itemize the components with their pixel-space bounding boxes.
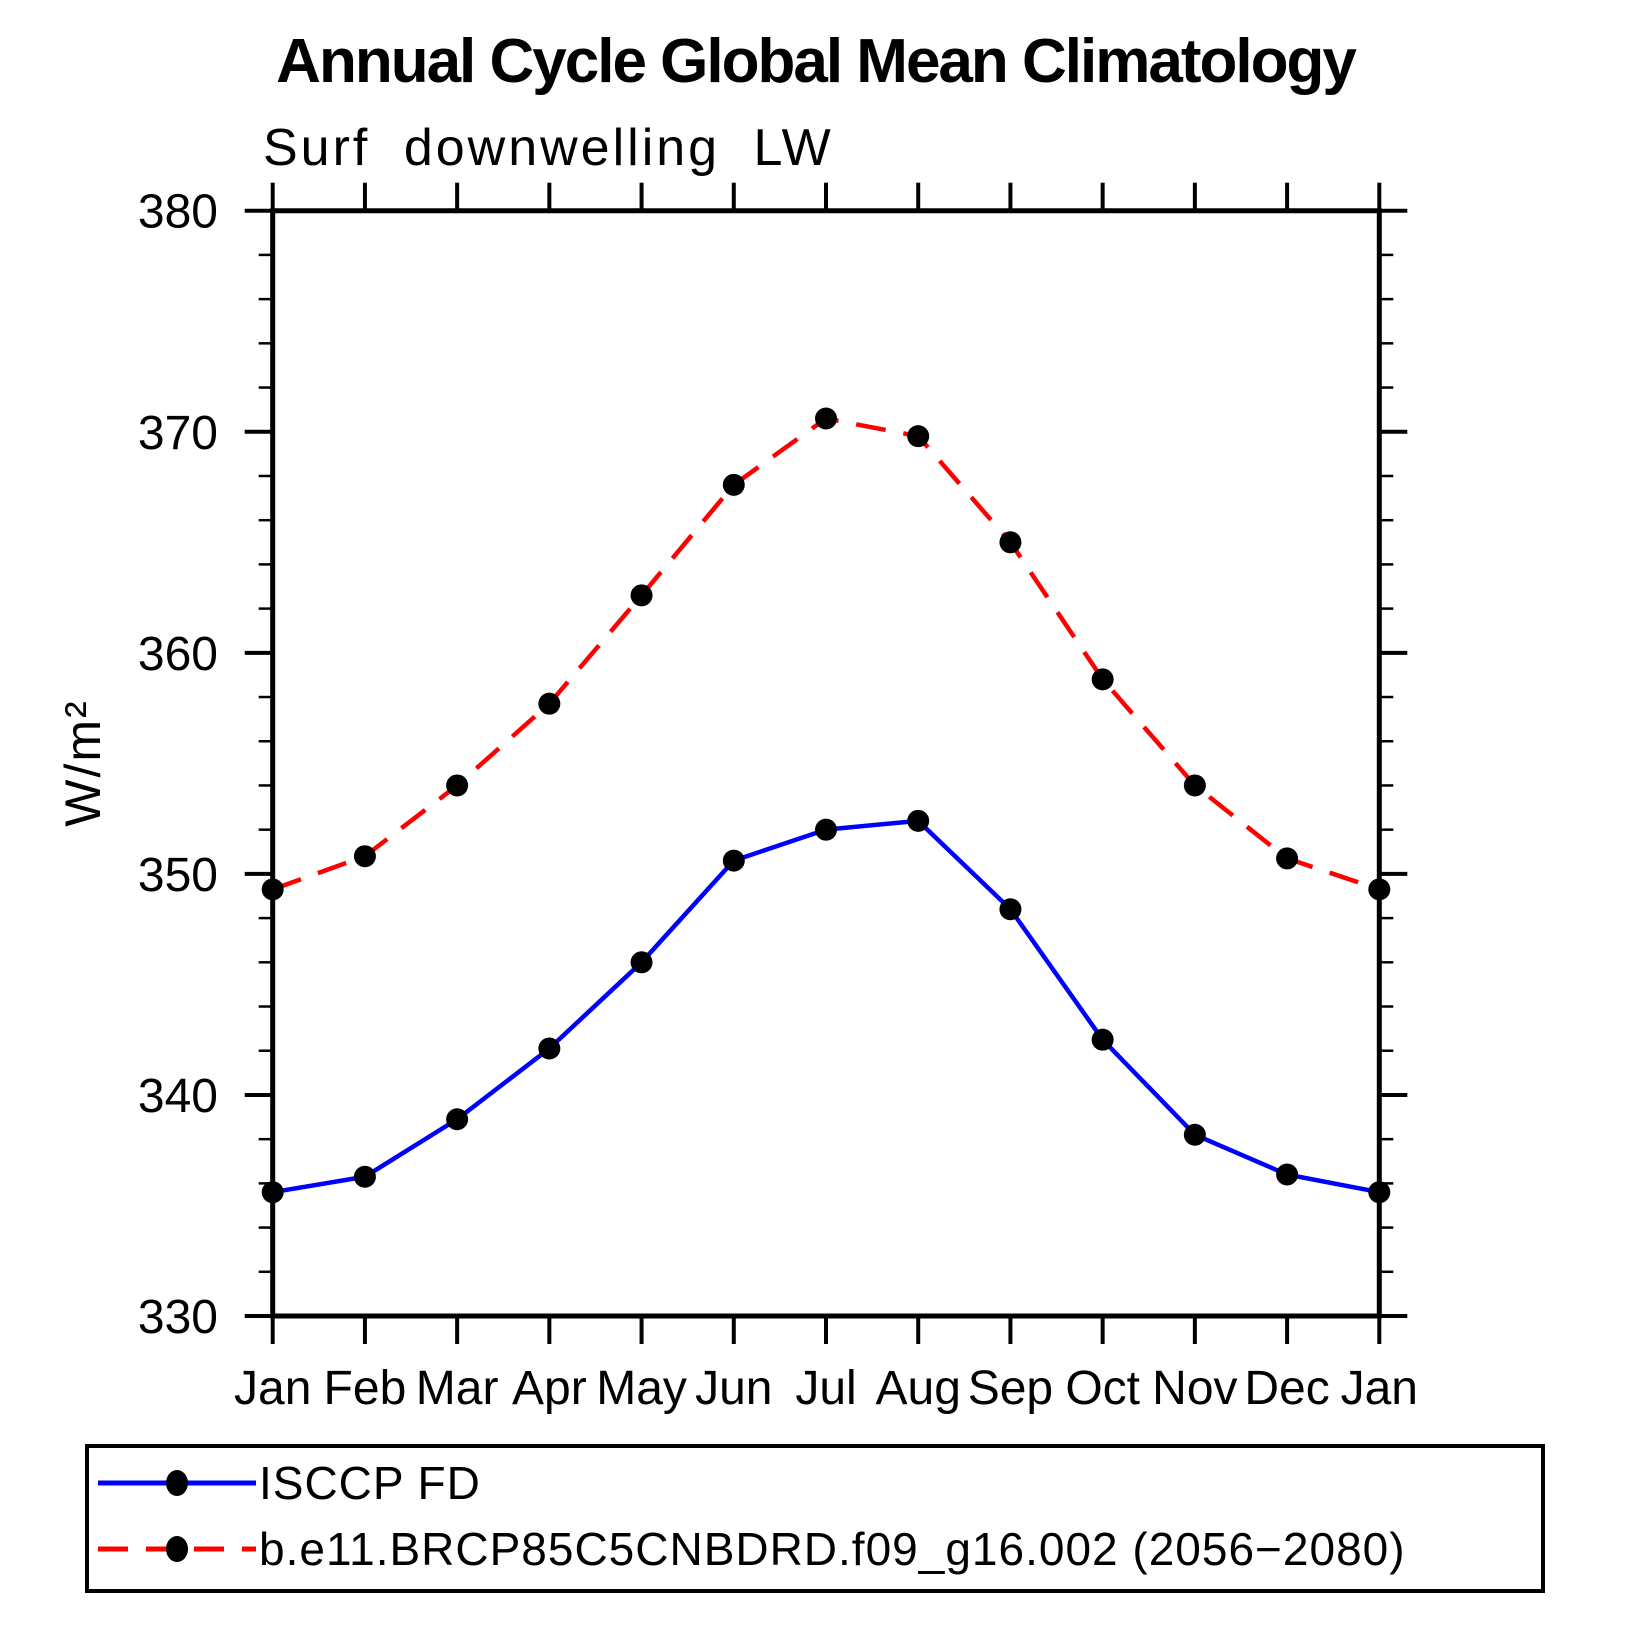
legend-label-isccp: ISCCP FD [259,1457,481,1509]
data-point-marker [907,425,930,448]
data-point-marker [907,809,930,832]
legend-item-isccp: ISCCP FD [95,1457,481,1509]
data-point-marker [722,473,745,496]
data-point-marker [630,951,653,974]
data-point-marker [1183,774,1206,797]
legend-line-solid-icon [98,1470,256,1496]
legend-item-model: b.e11.BRCP85C5CNBDRD.f09_g16.002 (2056−2… [95,1523,1406,1575]
x-tick-label: Jul [795,1362,856,1415]
data-point-marker [1368,1181,1391,1204]
data-point-marker [999,898,1022,921]
y-tick-label: 360 [138,628,218,681]
data-point-marker [722,849,745,872]
x-tick-label: Aug [876,1362,961,1415]
legend-line-dashed-icon [98,1536,256,1562]
x-tick-label: Apr [512,1362,587,1415]
data-point-marker [446,774,469,797]
data-point-marker [538,692,561,715]
axis-frame [270,208,1382,1319]
data-point-marker [538,1037,561,1060]
x-tick-label: Jun [695,1362,772,1415]
y-tick-label: 330 [138,1291,218,1344]
x-tick-label: Dec [1244,1362,1329,1415]
data-point-marker [446,1108,469,1131]
x-tick-label: Sep [968,1362,1053,1415]
x-tick-label: May [596,1362,687,1415]
data-point-marker [261,878,284,901]
data-point-marker [630,584,653,607]
x-tick-label: Mar [416,1362,499,1415]
data-point-marker [1276,847,1299,870]
x-tick-label: Feb [324,1362,407,1415]
legend-label-model: b.e11.BRCP85C5CNBDRD.f09_g16.002 (2056−2… [259,1523,1406,1575]
data-point-marker [999,531,1022,554]
data-point-marker [815,407,837,430]
data-point-marker [1368,878,1391,901]
data-point-marker [353,845,376,868]
y-tick-label: 370 [138,407,218,460]
x-tick-label: Oct [1065,1362,1140,1415]
data-point-marker [1091,668,1114,691]
y-tick-label: 350 [138,849,218,902]
legend: ISCCP FD b.e11.BRCP85C5CNBDRD.f09_g16.00… [85,1444,1545,1593]
x-tick-label: Jan [1341,1362,1418,1415]
data-point-marker [353,1165,376,1188]
y-tick-label: 340 [138,1070,218,1123]
series-line-0 [272,818,1380,1195]
data-point-marker [815,818,837,841]
data-point-marker [261,1181,284,1204]
x-tick-label: Nov [1152,1362,1237,1415]
data-point-marker [1091,1028,1114,1051]
chart-title: Annual Cycle Global Mean Climatology [276,27,1357,96]
data-point-marker [1276,1163,1299,1186]
chart-subtitle: Surf downwelling LW [263,119,834,177]
y-tick-label: 380 [138,186,218,239]
data-point-marker [1183,1123,1206,1146]
x-tick-label: Jan [234,1362,311,1415]
